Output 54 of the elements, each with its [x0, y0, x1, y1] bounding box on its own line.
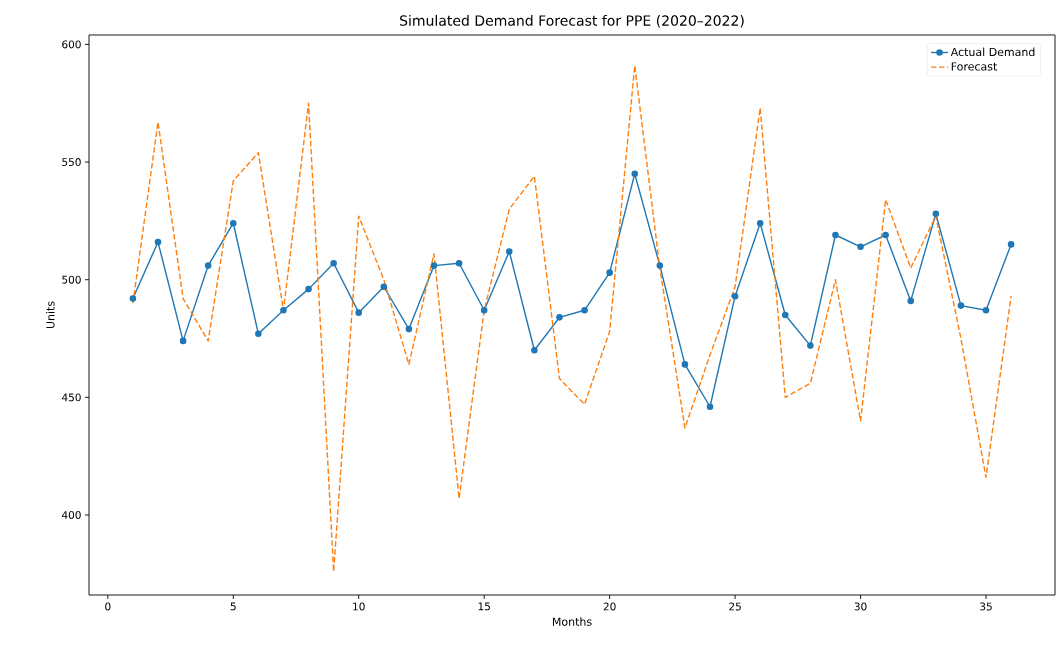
point: [455, 259, 463, 267]
point: [129, 295, 137, 302]
point: [681, 361, 689, 368]
point: [832, 231, 839, 239]
x-tick-label: 15: [478, 602, 490, 611]
point: [480, 307, 488, 314]
point: [305, 285, 312, 293]
point: [807, 342, 814, 349]
y-tick-label: 600: [62, 40, 81, 49]
point: [882, 231, 889, 239]
point: [179, 337, 187, 345]
point: [280, 307, 287, 314]
point: [430, 262, 438, 269]
point: [631, 170, 639, 178]
point: [204, 262, 212, 269]
point: [907, 297, 915, 305]
x-axis-title: Months: [552, 617, 592, 626]
point: [229, 219, 237, 227]
x-tick-label: 25: [729, 602, 741, 611]
point: [932, 210, 940, 218]
point: [505, 248, 513, 255]
point: [781, 311, 789, 319]
x-tick-label: 30: [854, 602, 867, 611]
point: [531, 347, 538, 354]
point: [581, 307, 588, 314]
y-tick-label: 500: [62, 275, 81, 284]
x-tick-label: 20: [603, 602, 616, 611]
x-tick-label: 0: [105, 602, 111, 611]
y-tick-label: 400: [61, 511, 81, 519]
point: [857, 243, 864, 251]
point: [1007, 241, 1015, 248]
point: [380, 283, 388, 291]
point: [355, 309, 363, 316]
point: [255, 330, 262, 338]
point: [656, 262, 664, 269]
point: [405, 325, 413, 333]
y-tick-label: 550: [62, 158, 81, 167]
point: [731, 292, 739, 300]
point: [982, 307, 990, 314]
point: [606, 269, 613, 276]
x-tick-label: 35: [980, 602, 992, 611]
y-axis-title: Units: [46, 301, 55, 329]
x-tick-label: 10: [353, 602, 365, 611]
point: [154, 238, 162, 246]
legend-label: Actual Demand: [950, 47, 1035, 57]
point: [706, 403, 714, 411]
point: [756, 219, 764, 227]
legend-label: Forecast: [951, 62, 998, 71]
point: [957, 302, 965, 309]
chart-title: Simulated Demand Forecast for PPE (2020–2022): [400, 15, 744, 28]
point: [556, 314, 563, 321]
x-tick-label: 5: [230, 602, 236, 611]
y-tick-label: 450: [61, 393, 81, 402]
point: [330, 259, 337, 267]
